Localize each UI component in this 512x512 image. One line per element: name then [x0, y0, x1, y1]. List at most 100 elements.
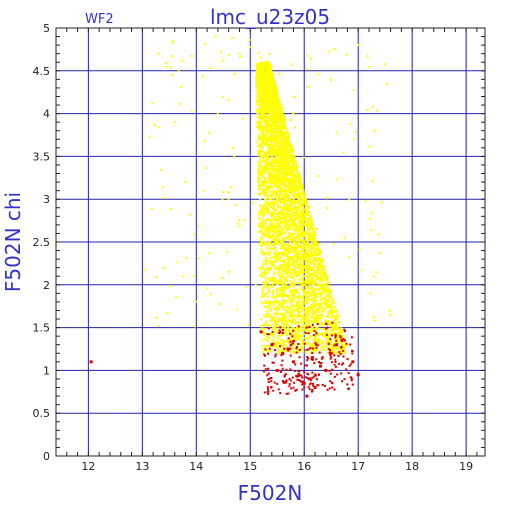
data-point — [287, 296, 290, 299]
data-point — [256, 126, 259, 129]
data-point — [326, 331, 329, 334]
data-point — [284, 279, 287, 282]
data-point — [300, 236, 303, 239]
data-point — [269, 109, 272, 112]
data-point — [316, 328, 319, 331]
data-point — [297, 252, 300, 255]
data-point — [262, 83, 265, 86]
data-point — [275, 300, 278, 303]
data-point — [267, 337, 270, 340]
data-point — [287, 215, 290, 218]
data-point — [311, 244, 314, 247]
data-point — [260, 271, 263, 274]
data-point — [289, 172, 292, 175]
data-point — [307, 341, 310, 344]
data-point — [268, 269, 271, 272]
data-point — [284, 313, 287, 316]
data-point — [303, 312, 306, 315]
data-point — [257, 126, 260, 129]
data-point — [272, 334, 275, 337]
data-point — [268, 345, 271, 348]
data-point — [287, 268, 290, 271]
data-point — [270, 140, 273, 143]
data-point — [265, 164, 268, 167]
data-point — [268, 228, 271, 231]
data-point — [328, 323, 331, 326]
data-point — [274, 106, 277, 109]
data-point — [285, 243, 288, 246]
data-point — [321, 292, 324, 295]
data-point — [269, 131, 272, 134]
data-point — [260, 171, 263, 174]
data-point — [303, 337, 306, 340]
data-point — [285, 286, 288, 289]
data-point — [317, 249, 320, 252]
data-point — [281, 228, 284, 231]
data-point — [294, 251, 297, 254]
data-point — [318, 338, 321, 341]
data-point — [309, 246, 312, 249]
data-point — [279, 103, 282, 106]
data-point — [331, 324, 334, 327]
data-point — [263, 301, 266, 304]
data-point — [308, 289, 311, 292]
data-point — [286, 203, 289, 206]
data-point — [283, 324, 286, 327]
data-point — [271, 103, 274, 106]
data-point — [284, 308, 287, 311]
data-point — [311, 314, 314, 317]
data-point — [312, 316, 315, 319]
data-point — [323, 290, 326, 293]
data-point — [316, 333, 319, 336]
data-point — [267, 168, 270, 171]
data-point — [301, 316, 304, 319]
data-point — [317, 282, 320, 285]
data-point — [305, 205, 308, 208]
data-point — [295, 256, 298, 259]
data-point — [260, 187, 263, 190]
data-point — [283, 318, 286, 321]
data-point — [271, 158, 274, 161]
data-point — [262, 105, 265, 108]
data-point — [277, 341, 280, 344]
data-point — [291, 262, 294, 265]
data-point — [279, 351, 282, 354]
data-point — [334, 315, 337, 318]
data-point — [262, 204, 265, 207]
data-point — [290, 250, 293, 253]
data-point — [259, 87, 262, 90]
data-point — [273, 206, 276, 209]
data-point — [293, 204, 296, 207]
data-point — [273, 226, 276, 229]
data-point — [265, 231, 268, 234]
data-point — [261, 133, 264, 136]
data-point — [289, 334, 292, 337]
data-point — [313, 254, 316, 257]
data-point — [285, 163, 288, 166]
data-point — [304, 301, 307, 304]
data-point — [296, 328, 299, 331]
data-point — [284, 209, 287, 212]
data-point — [310, 254, 313, 257]
data-point — [330, 310, 333, 313]
data-point — [269, 123, 272, 126]
data-point — [305, 261, 308, 264]
data-point — [265, 64, 268, 67]
data-point — [267, 131, 270, 134]
data-point — [295, 259, 298, 262]
data-point — [279, 115, 282, 118]
data-point — [318, 251, 321, 254]
data-point — [321, 342, 324, 345]
data-point — [291, 282, 294, 285]
data-point — [277, 160, 280, 163]
data-point — [259, 149, 262, 152]
data-point — [291, 259, 294, 262]
data-point — [303, 198, 306, 201]
data-point — [260, 145, 263, 148]
data-point — [268, 110, 271, 113]
data-point — [279, 217, 282, 220]
data-point — [312, 233, 315, 236]
data-point — [265, 108, 268, 111]
data-point — [257, 138, 260, 141]
data-point — [284, 293, 287, 296]
